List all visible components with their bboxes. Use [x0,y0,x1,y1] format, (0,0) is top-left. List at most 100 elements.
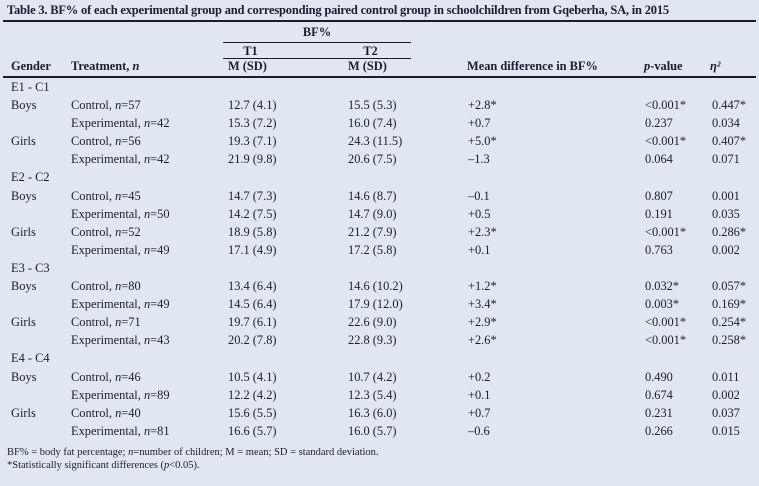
col-header-t1-msd: M (SD) [228,59,267,73]
cell-t2: 14.6 (8.7) [348,188,397,203]
bf-group-underline [223,41,411,43]
table-row: Experimental, n=42 15.3 (7.2) 16.0 (7.4)… [0,114,759,132]
footnotes: BF% = body fat percentage; n=number of c… [7,446,379,472]
cell-treatment: Experimental, n=42 [71,116,170,131]
cell-diff: –1.3 [468,152,490,167]
cell-p: <0.001* [645,333,687,348]
cell-diff: +0.2 [468,369,491,384]
section-row: E2 - C2 [0,168,759,186]
cell-eta: 0.169* [712,297,747,312]
t2-column-header: T2 [363,43,378,58]
cell-t1: 21.9 (9.8) [228,152,277,167]
cell-p: 0.807 [645,188,673,203]
cell-t1: 15.3 (7.2) [228,116,277,131]
cell-treatment: Experimental, n=49 [71,242,170,257]
top-rule [3,20,756,23]
cell-gender: Boys [11,369,37,384]
cell-treatment: Experimental, n=81 [71,423,170,438]
table-row: Boys Control, n=45 14.7 (7.3) 14.6 (8.7)… [0,187,759,205]
table-row: Boys Control, n=57 12.7 (4.1) 15.5 (5.3)… [0,96,759,114]
cell-treatment: Control, n=40 [71,405,141,420]
bf-percent-group-header: BF% [302,25,332,39]
cell-eta: 0.037 [712,405,740,420]
cell-t2: 21.2 (7.9) [348,224,397,239]
cell-t1: 19.3 (7.1) [228,134,277,149]
cell-treatment: Control, n=56 [71,134,141,149]
cell-gender: Boys [11,98,37,113]
cell-diff: –0.1 [468,188,490,203]
cell-gender: Girls [11,315,36,330]
cell-p: <0.001* [645,224,687,239]
cell-treatment: Experimental, n=42 [71,152,170,167]
cell-t2: 17.2 (5.8) [348,242,397,257]
footnote-significance: *Statistically significant differences (… [7,460,200,472]
cell-t1: 14.7 (7.3) [228,188,277,203]
col-header-p-value: p-value [644,59,683,73]
cell-p: 0.237 [645,116,673,131]
cell-t2: 17.9 (12.0) [348,297,403,312]
cell-gender: Boys [11,279,37,294]
cell-eta: 0.002 [712,242,740,257]
cell-diff: +0.1 [468,387,491,402]
footnote-abbreviations: BF% = body fat percentage; n=number of c… [7,447,379,458]
cell-gender: Girls [11,134,36,149]
col-header-treatment: Treatment, n [71,59,140,73]
cell-t2: 10.7 (4.2) [348,369,397,384]
cell-t2: 16.0 (7.4) [348,116,397,131]
cell-t2: 12.3 (5.4) [348,387,397,402]
cell-eta: 0.034 [712,116,740,131]
t1-column-header: T1 [243,43,258,58]
cell-t2: 16.3 (6.0) [348,405,397,420]
cell-diff: +2.3* [468,224,497,239]
table-row: Boys Control, n=46 10.5 (4.1) 10.7 (4.2)… [0,368,759,386]
section-row: E1 - C1 [0,78,759,96]
cell-diff: +0.7 [468,116,491,131]
cell-p: <0.001* [645,98,687,113]
cell-eta: 0.407* [712,134,747,149]
cell-eta: 0.447* [712,98,747,113]
cell-treatment: Experimental, n=49 [71,297,170,312]
cell-p: 0.674 [645,387,673,402]
cell-p: 0.231 [645,405,673,420]
cell-diff: +0.7 [468,405,491,420]
t1-t2-underline [223,58,411,60]
cell-diff: –0.6 [468,423,490,438]
cell-t2: 22.8 (9.3) [348,333,397,348]
cell-t1: 17.1 (4.9) [228,242,277,257]
cell-t1: 20.2 (7.8) [228,333,277,348]
section-row: E4 - C4 [0,349,759,367]
cell-t1: 10.5 (4.1) [228,369,277,384]
table-row: Experimental, n=49 17.1 (4.9) 17.2 (5.8)… [0,241,759,259]
table-row: Experimental, n=49 14.5 (6.4) 17.9 (12.0… [0,295,759,313]
cell-eta: 0.286* [712,224,747,239]
col-header-t2-msd: M (SD) [348,59,387,73]
cell-eta: 0.258* [712,333,747,348]
section-row: E3 - C3 [0,259,759,277]
cell-t1: 12.2 (4.2) [228,387,277,402]
cell-t1: 16.6 (5.7) [228,423,277,438]
cell-t1: 13.4 (6.4) [228,279,277,294]
cell-p: 0.763 [645,242,673,257]
cell-diff: +2.9* [468,315,497,330]
table-row: Experimental, n=81 16.6 (5.7) 16.0 (5.7)… [0,422,759,440]
cell-gender: Girls [11,224,36,239]
table-row: Experimental, n=89 12.2 (4.2) 12.3 (5.4)… [0,386,759,404]
section-label: E3 - C3 [11,260,50,275]
cell-treatment: Control, n=52 [71,224,141,239]
cell-treatment: Control, n=57 [71,98,141,113]
cell-eta: 0.002 [712,387,740,402]
cell-diff: +0.1 [468,242,491,257]
cell-t1: 19.7 (6.1) [228,315,277,330]
cell-eta: 0.001 [712,188,740,203]
cell-treatment: Experimental, n=89 [71,387,170,402]
cell-t1: 14.2 (7.5) [228,206,277,221]
cell-gender: Girls [11,405,36,420]
cell-p: <0.001* [645,134,687,149]
cell-treatment: Control, n=80 [71,279,141,294]
table-title: Table 3. BF% of each experimental group … [7,3,669,17]
cell-t1: 18.9 (5.8) [228,224,277,239]
cell-p: 0.191 [645,206,673,221]
col-header-mean-difference: Mean difference in BF% [467,59,598,73]
section-label: E4 - C4 [11,351,50,366]
